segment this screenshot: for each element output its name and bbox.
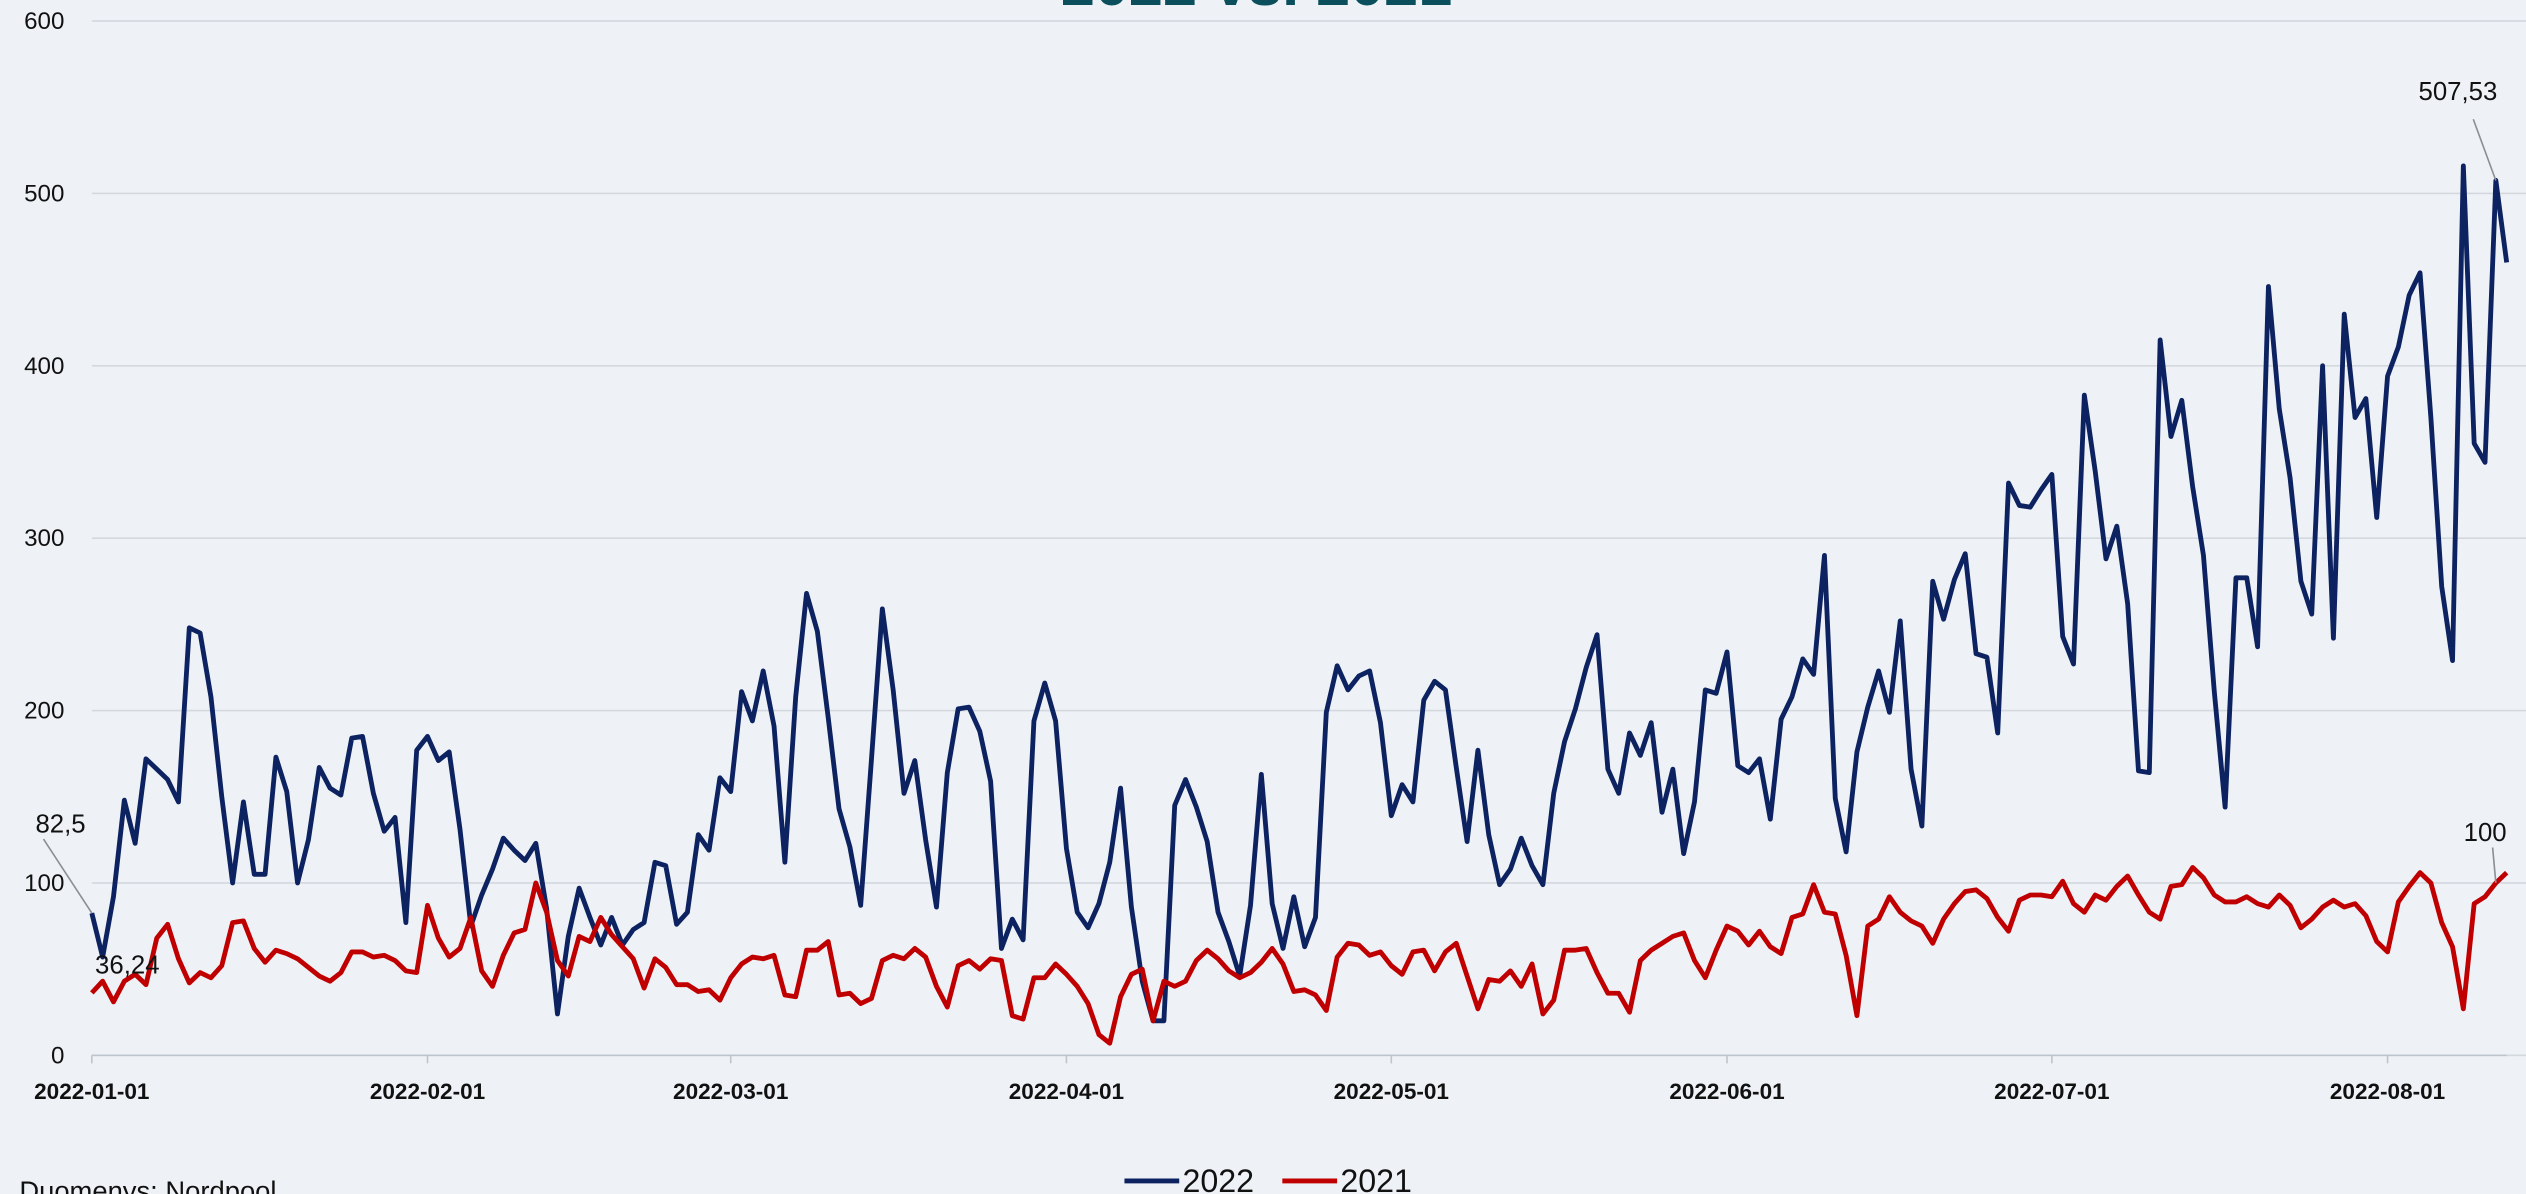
y-tick-label: 600: [24, 8, 64, 35]
x-tick-label: 2022-06-01: [1669, 1079, 1784, 1104]
annotation: 36,24: [95, 952, 159, 980]
x-tick-label: 2022-07-01: [1994, 1079, 2109, 1104]
y-tick-label: 0: [51, 1042, 64, 1069]
y-tick-label: 200: [24, 698, 64, 725]
y-tick-label: 500: [24, 181, 64, 208]
chart-title: 2022 vs. 2021: [1061, 0, 1452, 18]
x-tick-label: 2022-03-01: [673, 1079, 788, 1104]
series-line: [90, 865, 2509, 1046]
annotation: 82,5: [35, 811, 85, 839]
annotation: 507,53: [2419, 78, 2498, 106]
annotation: 100: [2464, 819, 2507, 847]
x-tick-label: 2022-08-01: [2330, 1079, 2445, 1104]
x-tick-label: 2022-02-01: [370, 1079, 485, 1104]
source: Duomenys: Nordpool: [19, 1175, 276, 1194]
series-line: [89, 163, 2510, 1024]
legend-label: 2021: [1340, 1163, 1412, 1194]
x-tick-label: 2022-05-01: [1334, 1079, 1449, 1104]
y-tick-label: 100: [24, 870, 64, 897]
leader-line: [42, 838, 93, 914]
legend-label: 2022: [1182, 1163, 1254, 1194]
x-tick-label: 2022-04-01: [1009, 1079, 1124, 1104]
leader-line: [2491, 847, 2497, 884]
y-tick-label: 300: [24, 525, 64, 552]
y-tick-label: 400: [24, 353, 64, 380]
leader-line: [2472, 118, 2497, 181]
x-tick-label: 2022-01-01: [34, 1079, 149, 1104]
